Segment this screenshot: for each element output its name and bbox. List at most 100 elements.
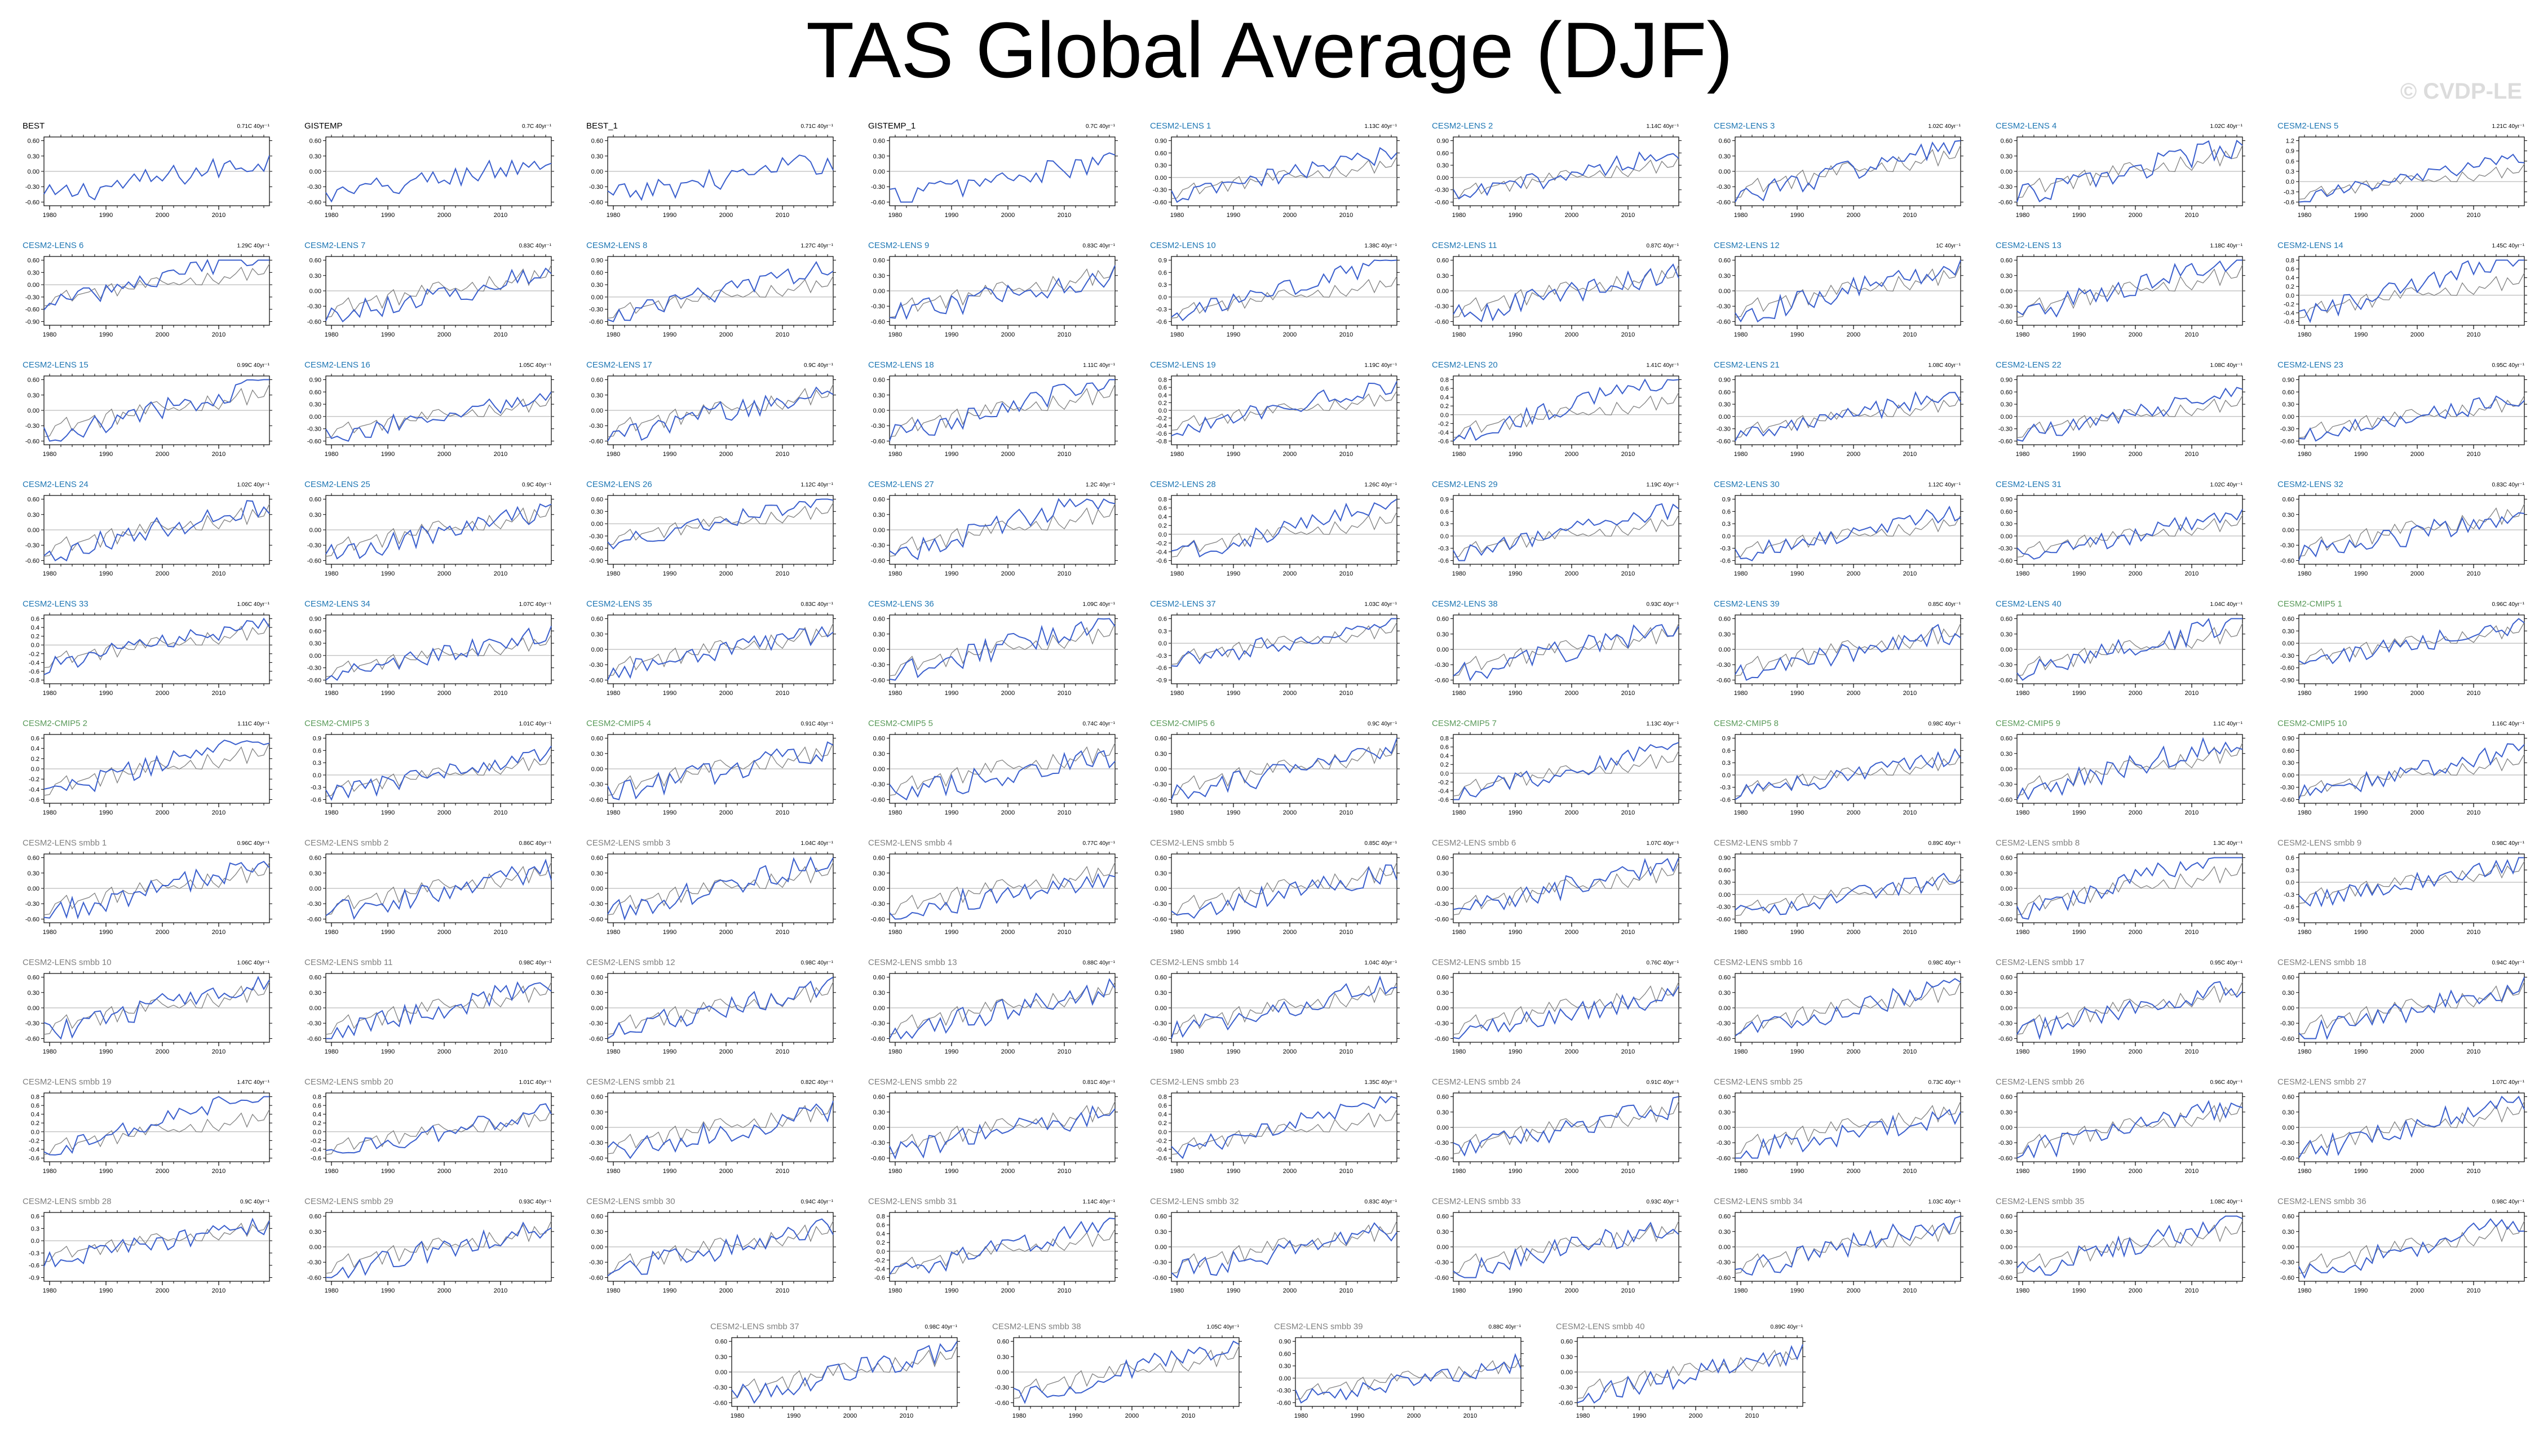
x-tick-label: 1980 [2298, 809, 2311, 816]
x-tick-label: 1990 [1790, 212, 1804, 219]
series-line-member [43, 155, 270, 201]
panel-trend-label: 1.09C 40yr⁻¹ [1082, 601, 1115, 608]
x-tick-label: 2000 [1847, 929, 1860, 936]
y-tick-label: 0.60 [28, 377, 39, 384]
series-line-observed [889, 862, 1116, 915]
x-tick-label: 2000 [2410, 451, 2424, 458]
panel-cesm2-lens-4: CESM2-LENS 4 1.02C 40yr⁻¹ 0.60 0.30 0.00 -0.3… [1990, 121, 2246, 222]
x-tick-label: 1980 [1170, 690, 1184, 697]
panel-best: BEST 0.71C 40yr⁻¹ 0.60 0.30 0.00 -0.30 -0.60 19… [17, 121, 273, 222]
x-tick-label: 1990 [663, 929, 676, 936]
panel-trend-label: 0.83C 40yr⁻¹ [1082, 243, 1115, 249]
y-tick-label: 0.30 [1437, 870, 1449, 877]
y-tick-label: -0.30 [589, 781, 603, 788]
y-tick-label: 0.30 [28, 512, 39, 519]
y-tick-label: -0.3 [1720, 785, 1731, 791]
panel-title: CESM2-CMIP5 3 [304, 719, 370, 728]
y-tick-label: 0.00 [28, 408, 39, 414]
panel-title: CESM2-LENS smbb 5 [1150, 838, 1235, 848]
y-tick-label: 0.00 [1155, 766, 1167, 773]
y-tick-label: -0.60 [871, 438, 885, 445]
panel-trend-label: 1.45C 40yr⁻¹ [2492, 243, 2524, 249]
y-tick-label: 0.30 [1437, 273, 1449, 280]
cvdp-watermark: © CVDP-LE [2400, 79, 2522, 104]
x-tick-label: 2000 [719, 809, 733, 816]
y-tick-label: 0.00 [1719, 647, 1731, 653]
series-line-observed [2016, 623, 2243, 676]
y-tick-label: 0.00 [1437, 1005, 1449, 1012]
y-tick-label: 0.60 [309, 975, 321, 981]
y-tick-label: 0.9 [1722, 736, 1731, 742]
panel-title: CESM2-LENS smbb 3 [586, 838, 671, 848]
panel-cesm2-lens-23: CESM2-LENS 23 0.95C 40yr⁻¹ 0.90 0.60 0.30 0.0… [2272, 360, 2528, 461]
y-tick-label: -0.30 [589, 662, 603, 669]
panel-title: CESM2-LENS 34 [304, 599, 370, 609]
panel-cesm2-lens-21: CESM2-LENS 21 1.08C 40yr⁻¹ 0.90 0.60 0.30 0.0… [1708, 360, 1965, 461]
y-tick-label: 0.60 [28, 975, 39, 981]
x-tick-label: 1980 [1170, 331, 1184, 338]
plot-frame [1171, 136, 1397, 206]
y-tick-label: -0.3 [2284, 189, 2294, 196]
x-tick-label: 1990 [99, 331, 113, 338]
x-tick-label: 1990 [1790, 331, 1804, 338]
x-tick-label: 2000 [2129, 331, 2142, 338]
x-tick-label: 2010 [2185, 570, 2199, 577]
y-tick-label: -0.60 [1717, 199, 1731, 206]
panel-cesm2-lens-smbb-1: CESM2-LENS smbb 1 0.96C 40yr⁻¹ 0.60 0.30 0.0… [17, 838, 273, 939]
panel-best-1: BEST_1 0.71C 40yr⁻¹ 0.60 0.30 0.00 -0.30 -0.60… [581, 121, 837, 222]
y-tick-label: -0.60 [25, 557, 39, 564]
series-line-observed [43, 862, 270, 915]
panel-trend-label: 1.06C 40yr⁻¹ [237, 960, 269, 966]
x-tick-label: 1980 [43, 570, 56, 577]
y-tick-label: 0.60 [873, 138, 885, 145]
panel-cesm2-lens-16: CESM2-LENS 16 1.05C 40yr⁻¹ 0.90 0.60 0.30 0.0… [299, 360, 555, 461]
panel-title: CESM2-LENS 17 [586, 360, 652, 370]
panel-trend-label: 0.7C 40yr⁻¹ [1086, 123, 1115, 130]
y-tick-label: 0.0 [1440, 771, 1449, 777]
y-tick-label: 0.60 [1719, 867, 1731, 874]
x-tick-label: 2010 [1339, 570, 1353, 577]
x-tick-label: 1980 [2016, 929, 2029, 936]
y-tick-label: 0.30 [591, 392, 603, 399]
y-tick-label: 0.00 [591, 169, 603, 175]
y-tick-label: 0.0 [1158, 640, 1167, 647]
panel-title: CESM2-LENS 20 [1432, 360, 1498, 370]
panel-title: BEST [23, 121, 45, 131]
y-tick-label: 0.30 [309, 273, 321, 280]
y-tick-label: -0.60 [1998, 557, 2012, 564]
y-tick-label: 0.60 [1155, 736, 1167, 742]
y-tick-label: -0.30 [1153, 1020, 1167, 1027]
y-tick-label: 0.30 [2001, 521, 2012, 528]
x-tick-label: 1990 [2354, 690, 2368, 697]
x-tick-label: 2010 [1621, 929, 1635, 936]
plot-frame [1735, 734, 1961, 804]
y-tick-label: 0.0 [1440, 412, 1449, 419]
x-tick-label: 2010 [2185, 212, 2199, 219]
series-line-observed [1453, 515, 1679, 558]
series-line-observed [1453, 392, 1679, 438]
y-tick-label: 0.00 [309, 288, 321, 295]
plot-frame [2298, 614, 2525, 684]
x-tick-label: 1980 [2298, 331, 2311, 338]
series-line-observed [1171, 622, 1397, 665]
panel-trend-label: 0.98C 40yr⁻¹ [519, 960, 551, 966]
panel-cesm2-lens-36: CESM2-LENS 36 1.09C 40yr⁻¹ 0.60 0.30 0.00 -0.… [862, 599, 1119, 700]
y-tick-label: -0.30 [871, 303, 885, 310]
panel-title: CESM2-LENS 32 [2277, 480, 2343, 489]
x-tick-label: 2000 [1565, 331, 1578, 338]
panel-cesm2-lens-13: CESM2-LENS 13 1.18C 40yr⁻¹ 0.60 0.30 0.00 -0.… [1990, 241, 2246, 341]
x-tick-label: 2000 [1847, 570, 1860, 577]
series-line-member [1735, 260, 1961, 323]
y-tick-label: -0.9 [2284, 916, 2294, 923]
y-tick-label: -0.30 [589, 184, 603, 191]
y-tick-label: -0.90 [2280, 677, 2294, 684]
panel-cesm2-lens-30: CESM2-LENS 30 1.12C 40yr⁻¹ 0.9 0.6 0.3 0.0 -0.… [1708, 480, 1965, 580]
y-tick-label: -0.30 [1998, 546, 2012, 552]
panel-title: CESM2-LENS smbb 6 [1432, 838, 1516, 848]
panel-cesm2-lens-smbb-10: CESM2-LENS smbb 10 1.06C 40yr⁻¹ 0.60 0.30 0.… [17, 958, 273, 1058]
y-tick-label: 0.0 [1722, 772, 1731, 779]
y-tick-label: 0.0 [1158, 532, 1167, 538]
x-tick-label: 2000 [437, 570, 451, 577]
